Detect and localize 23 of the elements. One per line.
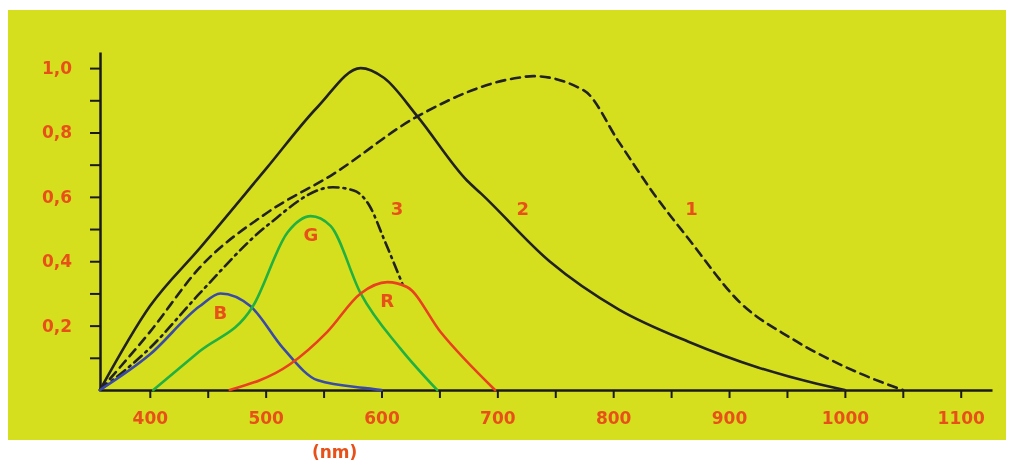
x-tick-label: 900 [711,408,748,429]
x-tick-label: 1000 [821,408,870,429]
y-tick-label: 0,4 [41,251,73,272]
series-label: 3 [390,198,404,220]
x-axis-title: (nm) [311,442,358,462]
x-tick-label: 1100 [937,408,986,429]
y-tick-label: 0,2 [41,315,72,336]
line-series [98,292,383,392]
line-series [228,280,497,392]
y-tick-label: 0,6 [41,186,72,207]
y-tick-label: 1,0 [41,58,73,79]
y-tick-label: 0,8 [41,122,72,143]
x-tick-label: 700 [480,408,516,429]
line-series [151,214,439,392]
series-label: G [303,224,319,246]
x-tick-label: 600 [364,408,400,429]
x-tick-label: 500 [248,408,285,429]
x-tick-label: 800 [595,408,632,429]
series-label: R [380,290,395,312]
series-label: B [213,301,228,323]
x-tick-label: 400 [132,408,169,429]
series-label: 1 [685,198,698,220]
series-label: 2 [516,198,529,220]
